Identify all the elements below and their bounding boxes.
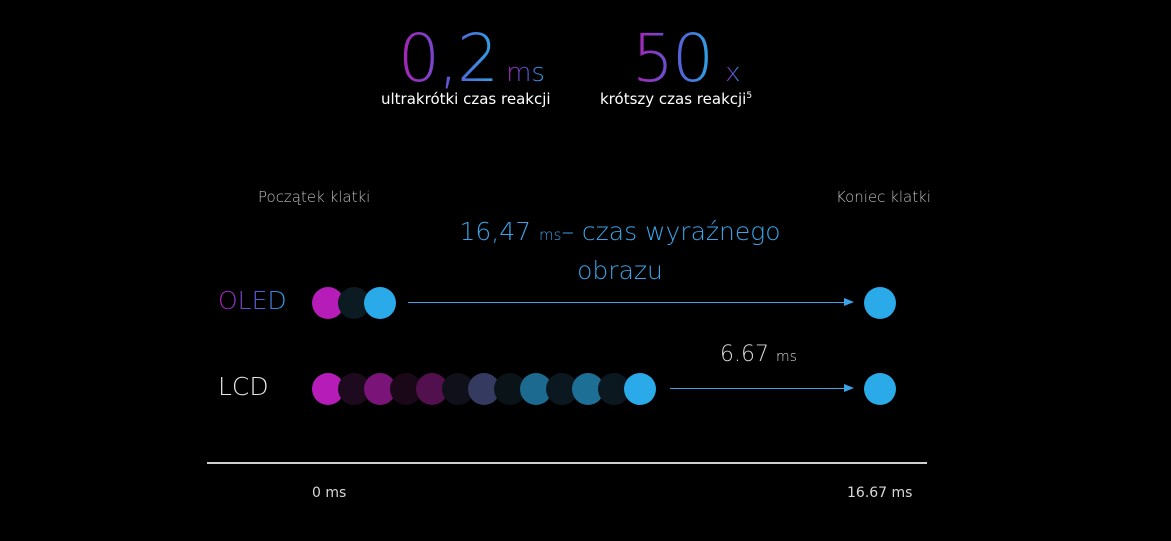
lcd-dots <box>312 373 662 405</box>
lcd-dot <box>624 373 656 405</box>
oled-dots <box>312 287 412 319</box>
frame-end-label: Koniec klatki <box>836 188 931 206</box>
stat-response-time: 0,2 ms <box>398 26 545 92</box>
stat-response-value: 0,2 <box>398 20 499 97</box>
lcd-label: LCD <box>218 372 269 401</box>
clarity-text-2: obrazu <box>577 256 663 285</box>
stat-faster-unit: x <box>725 58 741 88</box>
clarity-value: 16,47 <box>459 217 532 246</box>
lcd-gap-unit: ms <box>775 349 797 365</box>
clarity-caption: 16,47 ms– czas wyraźnego obrazu <box>450 214 790 289</box>
timeline-start-label: 0 ms <box>312 485 347 501</box>
frame-start-label: Początek klatki <box>258 188 371 206</box>
clarity-unit: ms <box>539 226 562 244</box>
lcd-arrow <box>670 384 854 392</box>
oled-arrow <box>408 298 854 306</box>
stat-response-unit: ms <box>506 58 545 88</box>
timeline-end-label: 16.67 ms <box>847 485 913 501</box>
lcd-gap-label: 6.67 ms <box>720 342 797 367</box>
stat-faster: 50 x <box>632 26 740 92</box>
clarity-text-1: – czas wyraźnego <box>561 217 781 246</box>
stat-faster-value: 50 <box>632 20 714 97</box>
stat-faster-label: krótszy czas reakcji5 <box>600 90 753 108</box>
footnote-marker: 5 <box>746 91 753 101</box>
oled-label: OLED <box>218 286 287 315</box>
lcd-end-dot <box>864 373 896 405</box>
stat-response-label: ultrakrótki czas reakcji <box>381 90 551 108</box>
lcd-gap-value: 6.67 <box>720 342 769 367</box>
oled-dot <box>364 287 396 319</box>
timeline-axis <box>207 462 927 464</box>
oled-end-dot <box>864 287 896 319</box>
